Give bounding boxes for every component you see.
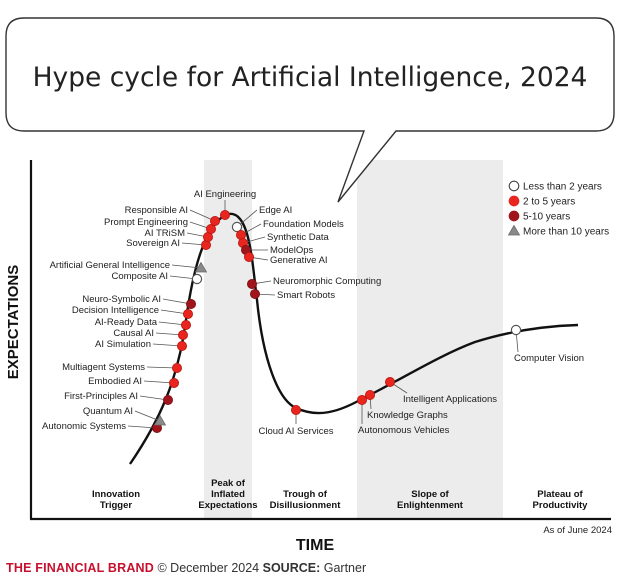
- footer-source-label: SOURCE:: [262, 561, 321, 575]
- legend-marker-less-than-2-years: [508, 180, 520, 192]
- marker-ai-simulation: [176, 340, 187, 351]
- marker-neuromorphic-computing: [246, 278, 257, 289]
- phase-label-plateau-of-productivity-line2: Productivity: [533, 500, 589, 511]
- point-label-ai-trism: AI TRiSM: [145, 228, 186, 239]
- marker-quantum-ai: [153, 414, 167, 426]
- point-label-artificial-general-intelligence: Artificial General Intelligence: [50, 260, 170, 271]
- legend: Less than 2 years 2 to 5 years 5-10 years M…: [507, 180, 609, 238]
- marker-artificial-general-intelligence: [194, 261, 208, 273]
- marker-neuro-symbolic-ai: [185, 298, 196, 309]
- chart-title: Hype cycle for Artificial Intelligence, …: [33, 62, 588, 93]
- marker-composite-ai: [191, 273, 203, 285]
- marker-multiagent-systems: [171, 362, 182, 373]
- marker-prompt-engineering: [205, 223, 216, 234]
- marker-computer-vision: [510, 324, 522, 336]
- point-label-multiagent-systems: Multiagent Systems: [62, 362, 145, 373]
- phase-label-innovation-trigger-line2: Trigger: [100, 500, 133, 511]
- point-label-first-principles-ai: First-Principles AI: [64, 391, 138, 402]
- point-label-quantum-ai: Quantum AI: [83, 406, 133, 417]
- leader-quantum-ai: [134, 410, 161, 422]
- point-label-foundation-models: Foundation Models: [263, 219, 344, 230]
- marker-smart-robots: [249, 288, 260, 299]
- legend-label-5-10-years: 5-10 years: [523, 212, 570, 223]
- x-axis-label: TIME: [296, 537, 335, 554]
- phase-label-plateau-of-productivity-line1: Plateau of: [537, 489, 583, 500]
- point-label-causal-ai: Causal AI: [113, 328, 154, 339]
- footer-source: Gartner: [323, 561, 367, 575]
- marker-ai-ready-data: [180, 319, 191, 330]
- title-bubble: Hype cycle for Artificial Intelligence, …: [5, 17, 615, 203]
- phase-label-peak-of-inflated-expectations-line3: Expectations: [198, 500, 257, 511]
- point-label-neuro-symbolic-ai: Neuro-Symbolic AI: [82, 294, 161, 305]
- point-label-responsible-ai: Responsible AI: [125, 205, 188, 216]
- footer: THE FINANCIAL BRAND © December 2024 SOUR…: [6, 561, 366, 575]
- phase-label-peak-of-inflated-expectations-line2: Inflated: [211, 489, 245, 500]
- point-label-neuromorphic-computing: Neuromorphic Computing: [273, 276, 381, 287]
- legend-marker-2-to-5-years: [508, 195, 520, 207]
- leader-embodied-ai: [143, 380, 175, 384]
- point-label-autonomous-vehicles: Autonomous Vehicles: [358, 425, 450, 436]
- marker-autonomous-vehicles: [356, 394, 367, 405]
- point-markers: [151, 209, 522, 433]
- marker-knowledge-graphs: [364, 389, 375, 400]
- marker-cloud-ai-services: [290, 404, 301, 415]
- title-bubble-outline: [5, 17, 615, 203]
- point-label-edge-ai: Edge AI: [259, 205, 292, 216]
- point-label-synthetic-data: Synthetic Data: [267, 232, 329, 243]
- point-label-autonomic-systems: Autonomic Systems: [42, 421, 126, 432]
- legend-label-more-than-10-years: More than 10 years: [523, 227, 609, 238]
- marker-embodied-ai: [168, 377, 179, 388]
- legend-marker-more-than-10-years: [507, 224, 521, 236]
- marker-edge-ai: [231, 221, 243, 233]
- marker-intelligent-applications: [384, 376, 395, 387]
- point-label-ai-simulation: AI Simulation: [95, 339, 151, 350]
- phase-label-peak-of-inflated-expectations-line1: Peak of: [211, 478, 246, 489]
- point-label-modelops: ModelOps: [270, 245, 314, 256]
- legend-marker-5-10-years: [508, 210, 520, 222]
- hype-curve: [129, 212, 579, 465]
- marker-responsible-ai: [209, 215, 220, 226]
- phase-band-slope: [357, 160, 503, 518]
- marker-ai-engineering: [219, 209, 230, 220]
- phase-label-trough-of-disillusionment-line2: Disillusionment: [270, 500, 342, 511]
- point-label-composite-ai: Composite AI: [112, 271, 169, 282]
- point-label-computer-vision: Computer Vision: [514, 353, 584, 364]
- y-axis-label: EXPECTATIONS: [5, 265, 22, 379]
- phase-label-innovation-trigger-line1: Innovation: [92, 489, 140, 500]
- as-of-note: As of June 2024: [543, 525, 612, 536]
- point-label-ai-engineering: AI Engineering: [194, 189, 256, 200]
- footer-brand: THE FINANCIAL BRAND: [6, 561, 155, 575]
- marker-generative-ai: [243, 251, 254, 262]
- point-label-sovereign-ai: Sovereign AI: [126, 238, 180, 249]
- point-labels: Autonomic Systems Quantum AI First-Princip…: [42, 189, 584, 437]
- marker-first-principles-ai: [162, 394, 173, 405]
- point-label-embodied-ai: Embodied AI: [88, 376, 142, 387]
- footer-copyright: © December 2024: [157, 561, 260, 575]
- leader-multiagent-systems: [146, 366, 178, 369]
- point-label-cloud-ai-services: Cloud AI Services: [259, 426, 334, 437]
- point-label-generative-ai: Generative AI: [270, 255, 328, 266]
- marker-causal-ai: [177, 329, 188, 340]
- legend-label-less-than-2-years: Less than 2 years: [523, 182, 602, 193]
- point-label-knowledge-graphs: Knowledge Graphs: [367, 410, 448, 421]
- point-label-smart-robots: Smart Robots: [277, 290, 335, 301]
- phase-label-slope-of-enlightenment-line1: Slope of: [411, 489, 449, 500]
- point-label-intelligent-applications: Intelligent Applications: [403, 394, 497, 405]
- marker-decision-intelligence: [182, 308, 193, 319]
- point-label-prompt-engineering: Prompt Engineering: [104, 217, 188, 228]
- phase-label-slope-of-enlightenment-line2: Enlightenment: [397, 500, 464, 511]
- phase-label-trough-of-disillusionment-line1: Trough of: [283, 489, 328, 500]
- leader-artificial-general-intelligence: [171, 264, 202, 269]
- legend-label-2-to-5-years: 2 to 5 years: [523, 197, 575, 208]
- point-label-ai-ready-data: AI-Ready Data: [95, 317, 158, 328]
- point-label-decision-intelligence: Decision Intelligence: [72, 305, 159, 316]
